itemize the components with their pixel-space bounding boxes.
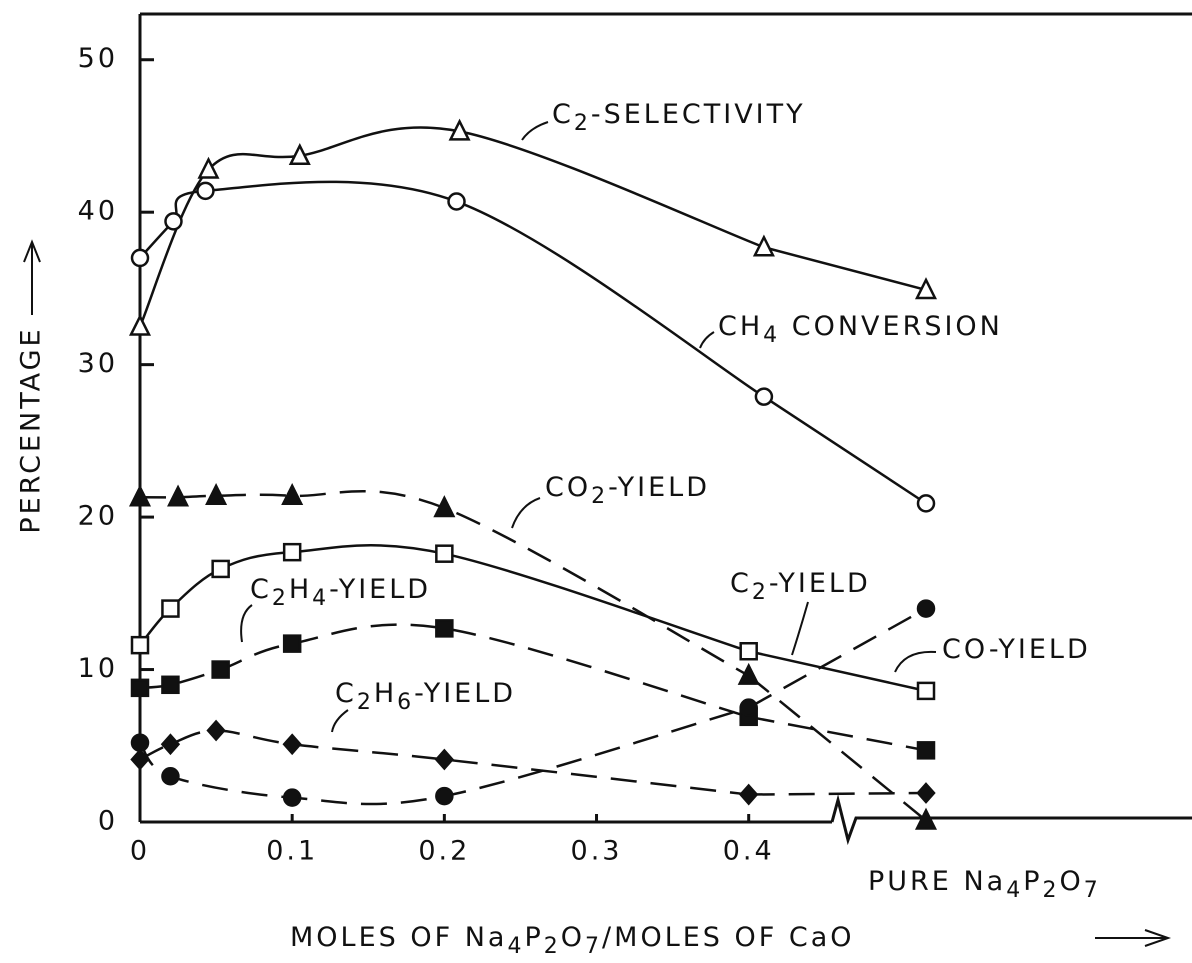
series-line (139, 489, 750, 677)
marker (282, 542, 302, 562)
marker (448, 118, 471, 141)
y-axis-label: PERCENTAGE (16, 326, 47, 533)
marker (281, 482, 304, 506)
label-leader (331, 709, 349, 733)
marker (288, 142, 311, 166)
series-line (139, 729, 749, 796)
series-line-to-pure (763, 246, 927, 292)
x-tick-label: 0.2 (418, 836, 470, 867)
x-axis (140, 794, 1192, 846)
frame (138, 12, 1192, 822)
marker (916, 494, 936, 513)
marker (435, 544, 454, 563)
series-line-to-pure (763, 395, 927, 505)
marker (161, 599, 180, 618)
series-label: C2-YIELD (730, 568, 871, 606)
marker (128, 313, 152, 336)
series-label: CO-YIELD (942, 634, 1091, 665)
marker (754, 387, 774, 406)
y-tick-label: 20 (78, 501, 118, 532)
label-leader (240, 604, 253, 643)
x-tick-label: 0 (130, 836, 150, 867)
label-leader (699, 331, 715, 349)
marker (161, 767, 180, 786)
marker (130, 748, 150, 771)
marker (160, 733, 181, 756)
label-leader (521, 121, 549, 141)
series-line-to-pure (748, 607, 927, 709)
marker (282, 634, 302, 653)
x-axis-arrow (1095, 929, 1172, 947)
marker (916, 599, 936, 618)
marker (130, 678, 150, 698)
marker (161, 675, 180, 695)
marker (739, 642, 758, 661)
marker (205, 482, 228, 506)
x-tick-label: 0.1 (266, 836, 318, 867)
series-line (138, 126, 765, 328)
marker (211, 559, 230, 579)
marker (130, 248, 150, 268)
marker (167, 484, 190, 507)
marker (737, 662, 760, 685)
y-tick-label: 0 (98, 806, 118, 837)
series-label: C2H6-YIELD (335, 678, 516, 716)
marker (130, 733, 150, 752)
marker (282, 733, 302, 756)
y-axis-arrow (23, 239, 41, 315)
marker (433, 495, 456, 518)
label-leader (511, 497, 541, 529)
break-label: PURE Na4P2O7 (868, 866, 1101, 904)
marker (916, 681, 936, 701)
series-label: CO2-YIELD (545, 472, 710, 510)
marker (128, 484, 152, 507)
marker (435, 786, 454, 806)
x-axis-label: MOLES OF Na4P2O7/MOLES OF CaO (290, 922, 855, 960)
marker (211, 660, 230, 679)
marker (752, 234, 775, 257)
series-line-to-pure (748, 715, 927, 752)
marker (435, 619, 454, 638)
y-tick-label: 30 (78, 348, 118, 379)
x-tick-label: 0.4 (723, 836, 775, 867)
marker (197, 156, 220, 179)
marker (914, 277, 938, 300)
marker (916, 782, 936, 804)
marker (739, 698, 758, 717)
marker (130, 635, 150, 655)
series-line-to-pure (748, 791, 927, 796)
x-tick-label: 0.3 (571, 836, 623, 867)
series-label: C2H4-YIELD (250, 574, 431, 612)
series-label: CH4 CONVERSION (718, 311, 1003, 349)
label-leader (894, 650, 937, 673)
marker (206, 719, 226, 742)
series-line (139, 180, 765, 398)
label-leader (791, 601, 809, 656)
marker (434, 748, 455, 771)
y-tick-label: 50 (78, 43, 118, 74)
marker (916, 741, 936, 760)
marker (196, 181, 215, 201)
y-tick-label: 10 (78, 653, 118, 684)
series-line-to-pure (748, 650, 927, 693)
marker (447, 192, 466, 211)
marker (164, 212, 183, 231)
marker (739, 783, 759, 806)
marker (282, 788, 302, 807)
marker (914, 807, 938, 830)
series-label: C2-SELECTIVITY (552, 99, 806, 137)
y-tick-label: 40 (78, 196, 118, 227)
